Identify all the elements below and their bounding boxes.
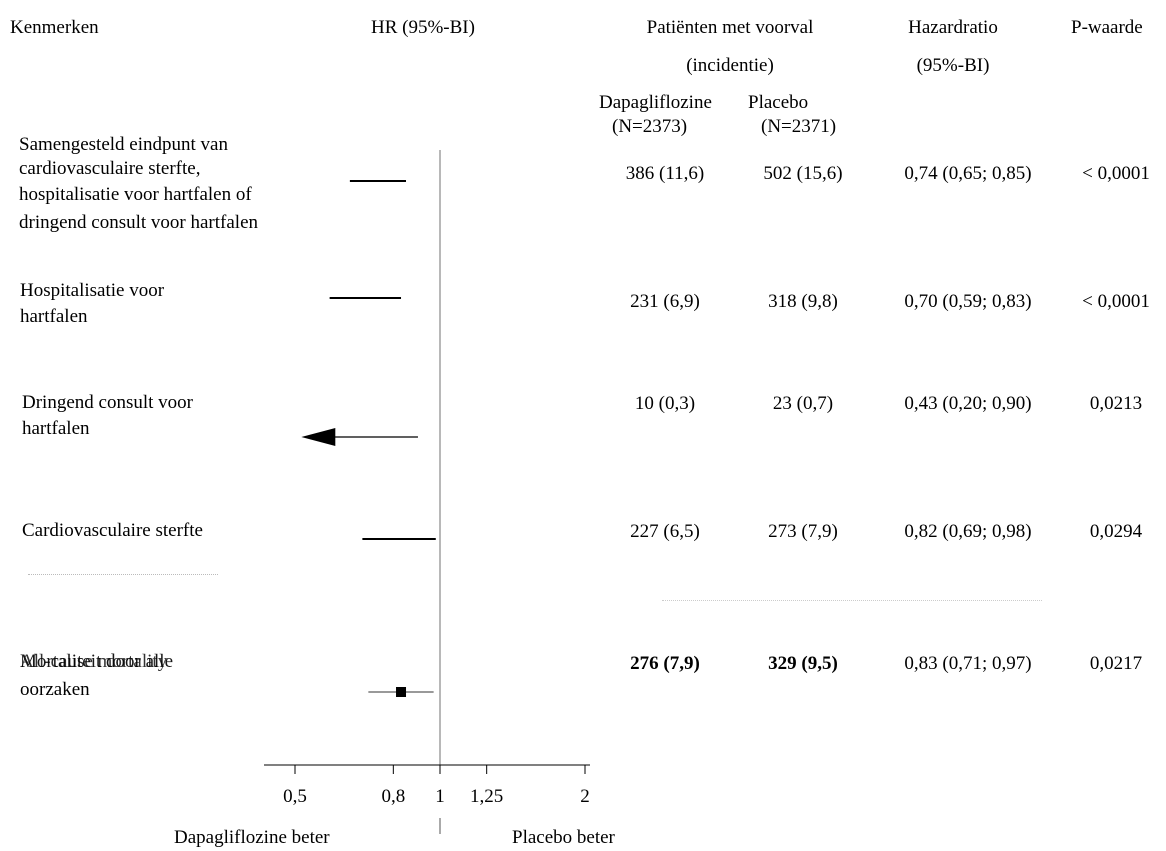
hr-point-marker bbox=[396, 687, 407, 697]
x-axis-tick-label: 2 bbox=[580, 786, 590, 807]
cell-placebo: 273 (7,9) bbox=[768, 521, 838, 542]
row-label-line: Cardiovasculaire sterfte bbox=[22, 520, 203, 541]
header-p-waarde: P-waarde bbox=[1071, 17, 1143, 38]
cell-p: < 0,0001 bbox=[1082, 291, 1150, 312]
cell-dapa: 386 (11,6) bbox=[625, 163, 705, 184]
cell-placebo: 23 (0,7) bbox=[772, 393, 834, 414]
favors-placebo: Placebo beter bbox=[512, 827, 615, 848]
cell-hr: 0,83 (0,71; 0,97) bbox=[904, 653, 1032, 674]
header-placebo-n: (N=2371) bbox=[761, 116, 837, 137]
cell-placebo: 329 (9,5) bbox=[768, 653, 838, 674]
row-label-line: hospitalisatie voor hartfalen of bbox=[19, 184, 252, 205]
row-label-line: Samengesteld eindpunt van bbox=[19, 134, 228, 155]
cell-placebo: 318 (9,8) bbox=[768, 291, 838, 312]
cell-dapa: 227 (6,5) bbox=[630, 521, 700, 542]
cell-dapa: 10 (0,3) bbox=[634, 393, 696, 414]
x-axis-tick-label: 1,25 bbox=[470, 786, 504, 807]
header-hazardratio-line1: Hazardratio bbox=[908, 17, 998, 38]
header-dapagliflozine: Dapagliflozine bbox=[599, 92, 712, 113]
cell-p: 0,0294 bbox=[1089, 521, 1143, 542]
x-axis-tick-label: 0,8 bbox=[381, 786, 406, 807]
row-label-overlay: All-cause mortality bbox=[20, 651, 168, 672]
row-label-line: cardiovasculaire sterfte, bbox=[19, 158, 201, 179]
cell-hr: 0,43 (0,20; 0,90) bbox=[904, 393, 1032, 414]
cell-hr: 0,70 (0,59; 0,83) bbox=[904, 291, 1032, 312]
header-hr-ci: HR (95%-BI) bbox=[371, 17, 475, 38]
header-patients-line1: Patiënten met voorval bbox=[646, 17, 814, 38]
cell-p: 0,0217 bbox=[1089, 653, 1143, 674]
row-label-line: hartfalen bbox=[20, 306, 88, 327]
header-kenmerken: Kenmerken bbox=[10, 17, 99, 38]
row-label-line: dringend consult voor hartfalen bbox=[19, 212, 259, 233]
x-axis-tick-label: 1 bbox=[435, 786, 445, 807]
row-label-line: Dringend consult voor bbox=[22, 392, 193, 413]
header-hazardratio-line2: (95%-BI) bbox=[916, 55, 990, 76]
header-placebo: Placebo bbox=[748, 92, 809, 113]
favors-dapagliflozine: Dapagliflozine beter bbox=[174, 827, 330, 848]
cell-p: < 0,0001 bbox=[1082, 163, 1150, 184]
cell-hr: 0,82 (0,69; 0,98) bbox=[904, 521, 1032, 542]
scan-artifact-row bbox=[662, 600, 1042, 604]
row-label-line: Hospitalisatie voor bbox=[20, 280, 165, 301]
cell-dapa: 276 (7,9) bbox=[630, 653, 700, 674]
header-patients-line2: (incidentie) bbox=[686, 55, 774, 76]
cell-dapa: 231 (6,9) bbox=[630, 291, 700, 312]
scan-artifact-row bbox=[28, 574, 218, 578]
row-label-line: hartfalen bbox=[22, 418, 90, 439]
cell-placebo: 502 (15,6) bbox=[763, 163, 843, 184]
ci-arrow-left bbox=[301, 428, 336, 446]
x-axis-tick-label: 0,5 bbox=[283, 786, 307, 807]
row-label-line: oorzaken bbox=[20, 679, 90, 700]
cell-p: 0,0213 bbox=[1089, 393, 1143, 414]
row-label-line: Mortaliteit door alle bbox=[20, 651, 174, 672]
cell-hr: 0,74 (0,65; 0,85) bbox=[904, 163, 1032, 184]
header-dapagliflozine-n: (N=2373) bbox=[612, 116, 688, 137]
